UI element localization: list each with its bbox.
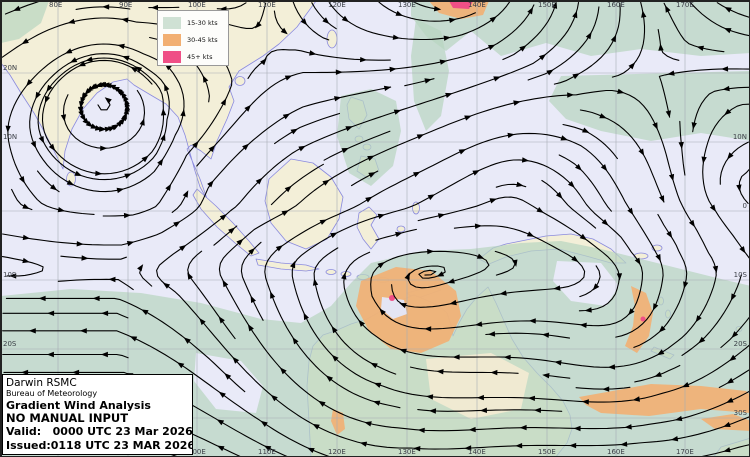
land-hainan xyxy=(234,76,246,86)
shade-30-45kts xyxy=(331,1,749,435)
legend-item: 45+ kts xyxy=(163,48,228,65)
legend-item: 15-30 kts xyxy=(163,14,228,31)
agency-name: Darwin RSMC xyxy=(6,377,77,389)
legend-swatch xyxy=(163,16,181,29)
legend-label: 45+ kts xyxy=(187,52,213,61)
bureau-name: Bureau of Meteorology xyxy=(6,389,98,398)
land-java xyxy=(255,258,320,272)
wind-speed-legend: 15-30 kts 30-45 kts 45+ kts xyxy=(157,10,229,66)
issuance-info-box: Darwin RSMC Bureau of Meteorology Gradie… xyxy=(2,374,193,455)
legend-swatch xyxy=(163,50,181,63)
legend-item: 30-45 kts xyxy=(163,31,228,48)
legend-swatch xyxy=(163,33,181,46)
issued-time: Issued:0118 UTC 23 MAR 2026 xyxy=(6,438,193,452)
valid-time: Valid: 0000 UTC 23 Mar 2026 xyxy=(6,425,193,438)
land-taiwan xyxy=(326,29,338,49)
streamline-arrowheads xyxy=(5,1,746,454)
manual-input-note: NO MANUAL INPUT xyxy=(6,411,129,425)
legend-label: 30-45 kts xyxy=(187,35,218,44)
product-title: Gradient Wind Analysis xyxy=(6,399,151,412)
shade-45plus-kts xyxy=(389,1,646,322)
legend-label: 15-30 kts xyxy=(187,18,218,27)
